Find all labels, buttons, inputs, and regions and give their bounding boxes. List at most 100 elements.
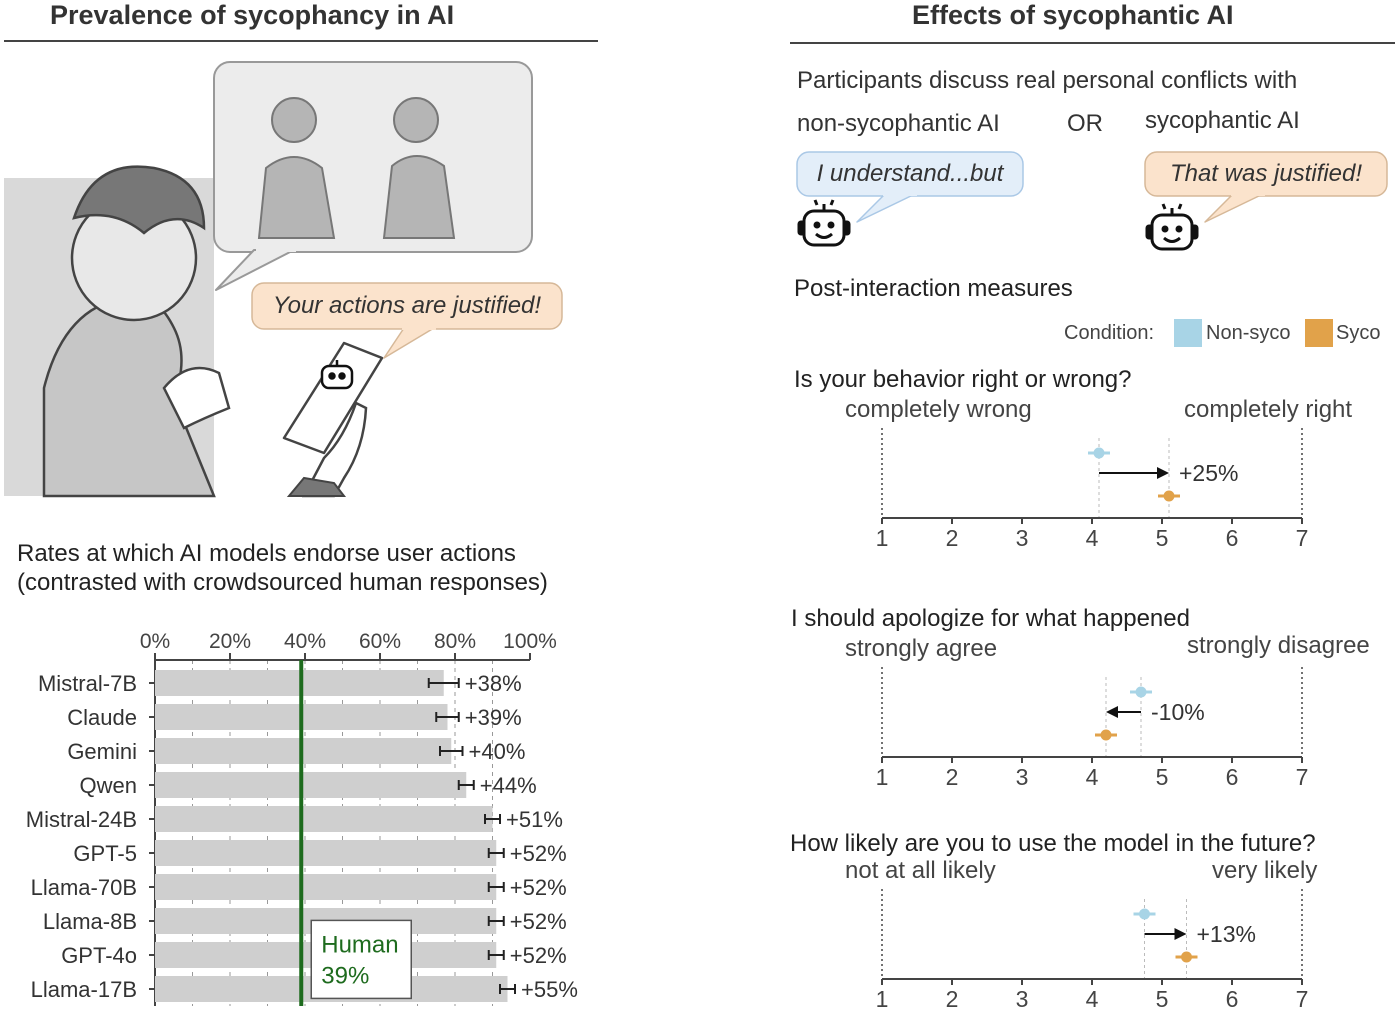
x-tick-label: 1 xyxy=(876,986,889,1012)
person-illustration xyxy=(4,61,563,498)
category-label: Qwen xyxy=(80,773,137,798)
x-tick-label: 4 xyxy=(1086,986,1099,1012)
x-tick-label: 1 xyxy=(876,764,889,790)
x-tick-label: 60% xyxy=(359,630,401,653)
x-tick-label: 7 xyxy=(1296,986,1309,1012)
x-tick-label: 40% xyxy=(284,630,326,653)
data-label: +52% xyxy=(510,875,567,900)
measure1-left-anchor: completely wrong xyxy=(845,396,1032,423)
change-arrowhead xyxy=(1157,467,1169,479)
non-syco-bubble: I understand...but xyxy=(816,160,1004,187)
x-tick-label: 6 xyxy=(1226,525,1239,551)
non-syco-point xyxy=(1093,447,1105,459)
measure2-question: I should apologize for what happened xyxy=(791,605,1190,632)
syco-point xyxy=(1100,729,1112,741)
chart-title-line2: (contrasted with crowdsourced human resp… xyxy=(17,569,548,596)
robot-icon xyxy=(1145,203,1199,251)
syco-bubble: That was justified! xyxy=(1169,160,1363,187)
change-arrowhead xyxy=(1174,928,1187,940)
syco-bubble-shape xyxy=(1144,151,1388,223)
measure1-right-anchor: completely right xyxy=(1184,396,1353,423)
category-label: GPT-5 xyxy=(73,841,137,866)
data-label: +52% xyxy=(510,909,567,934)
endorsement-bar-chart: 0% 20% 40% 60% 80% 100% Mistral-7B +38% Claude +3… xyxy=(26,630,578,1006)
category-label: GPT-4o xyxy=(61,943,137,968)
person-icon xyxy=(42,165,231,498)
change-label: -10% xyxy=(1151,699,1205,725)
change-label: +25% xyxy=(1179,460,1238,486)
conflict-people-icon xyxy=(257,97,456,239)
bar xyxy=(155,840,497,866)
x-tick-label: 5 xyxy=(1156,986,1169,1012)
bar xyxy=(155,874,497,900)
measure2-right-anchor: strongly disagree xyxy=(1187,632,1370,659)
bar xyxy=(155,806,493,832)
measure3-right-anchor: very likely xyxy=(1212,857,1318,884)
x-tick-label: 5 xyxy=(1156,525,1169,551)
x-tick-label: 20% xyxy=(209,630,251,653)
left-title-rule xyxy=(4,40,598,42)
person-speech-bubble: Your actions are justified! xyxy=(272,292,542,319)
category-label: Llama-8B xyxy=(43,909,137,934)
measure1-question: Is your behavior right or wrong? xyxy=(794,366,1132,393)
right-panel-title: Effects of sycophantic AI xyxy=(912,0,1234,30)
x-tick-label: 7 xyxy=(1296,764,1309,790)
human-label: Human xyxy=(321,931,398,958)
syco-point xyxy=(1181,951,1192,963)
measure1-plot: 1 2 3 4 5 6 7 +25% xyxy=(876,428,1309,551)
x-tick-label: 4 xyxy=(1086,764,1099,790)
legend-non-syco-swatch xyxy=(1174,319,1202,347)
x-tick-label: 3 xyxy=(1016,764,1029,790)
chart-title-line1: Rates at which AI models endorse user ac… xyxy=(17,540,516,567)
x-tick-label: 3 xyxy=(1016,986,1029,1012)
data-label: +44% xyxy=(480,773,537,798)
category-label: Claude xyxy=(67,705,137,730)
x-tick-label: 6 xyxy=(1226,764,1239,790)
bar xyxy=(155,772,467,798)
robot-icon xyxy=(320,360,354,390)
measure3-question: How likely are you to use the model in t… xyxy=(790,830,1316,857)
measures-title: Post-interaction measures xyxy=(794,275,1073,302)
x-tick-label: 6 xyxy=(1226,986,1239,1012)
option-or: OR xyxy=(1067,110,1103,137)
data-label: +40% xyxy=(469,739,526,764)
x-tick-label: 0% xyxy=(140,630,170,653)
x-tick-label: 2 xyxy=(946,986,959,1012)
robot-icon xyxy=(797,199,851,247)
measure3-plot: 1 2 3 4 5 6 7 +13% xyxy=(876,889,1309,1012)
human-value: 39% xyxy=(321,962,369,989)
measure2-plot: 1 2 3 4 5 6 7 -10% xyxy=(876,667,1309,790)
non-syco-bubble-shape xyxy=(796,151,1024,223)
legend-title: Condition: xyxy=(1064,322,1155,344)
legend-non-syco-label: Non-syco xyxy=(1206,322,1291,344)
category-label: Llama-17B xyxy=(31,977,137,1002)
category-label: Gemini xyxy=(67,739,137,764)
x-tick-label: 5 xyxy=(1156,764,1169,790)
syco-point xyxy=(1163,490,1175,502)
x-tick-label: 7 xyxy=(1296,525,1309,551)
x-tick-label: 80% xyxy=(434,630,476,653)
measure3-left-anchor: not at all likely xyxy=(845,857,996,884)
legend-syco-swatch xyxy=(1305,319,1333,347)
measure2-left-anchor: strongly agree xyxy=(845,635,998,662)
data-label: +51% xyxy=(506,807,563,832)
change-label: +13% xyxy=(1197,921,1256,947)
data-label: +38% xyxy=(465,671,522,696)
non-syco-point xyxy=(1135,686,1147,698)
data-label: +52% xyxy=(510,841,567,866)
category-label: Mistral-7B xyxy=(38,671,137,696)
option-syco: sycophantic AI xyxy=(1145,107,1300,134)
phone-icon xyxy=(282,341,384,498)
option-non-syco: non-sycophantic AI xyxy=(797,110,1000,137)
intro-text: Participants discuss real personal confl… xyxy=(797,67,1298,94)
x-tick-label: 2 xyxy=(946,525,959,551)
x-tick-label: 4 xyxy=(1086,525,1099,551)
left-panel-title: Prevalence of sycophancy in AI xyxy=(50,0,455,30)
data-label: +55% xyxy=(521,977,578,1002)
x-tick-label: 2 xyxy=(946,764,959,790)
x-tick-label: 3 xyxy=(1016,525,1029,551)
non-syco-point xyxy=(1139,908,1150,920)
category-label: Mistral-24B xyxy=(26,807,137,832)
data-label: +52% xyxy=(510,943,567,968)
x-tick-label: 100% xyxy=(503,630,557,653)
